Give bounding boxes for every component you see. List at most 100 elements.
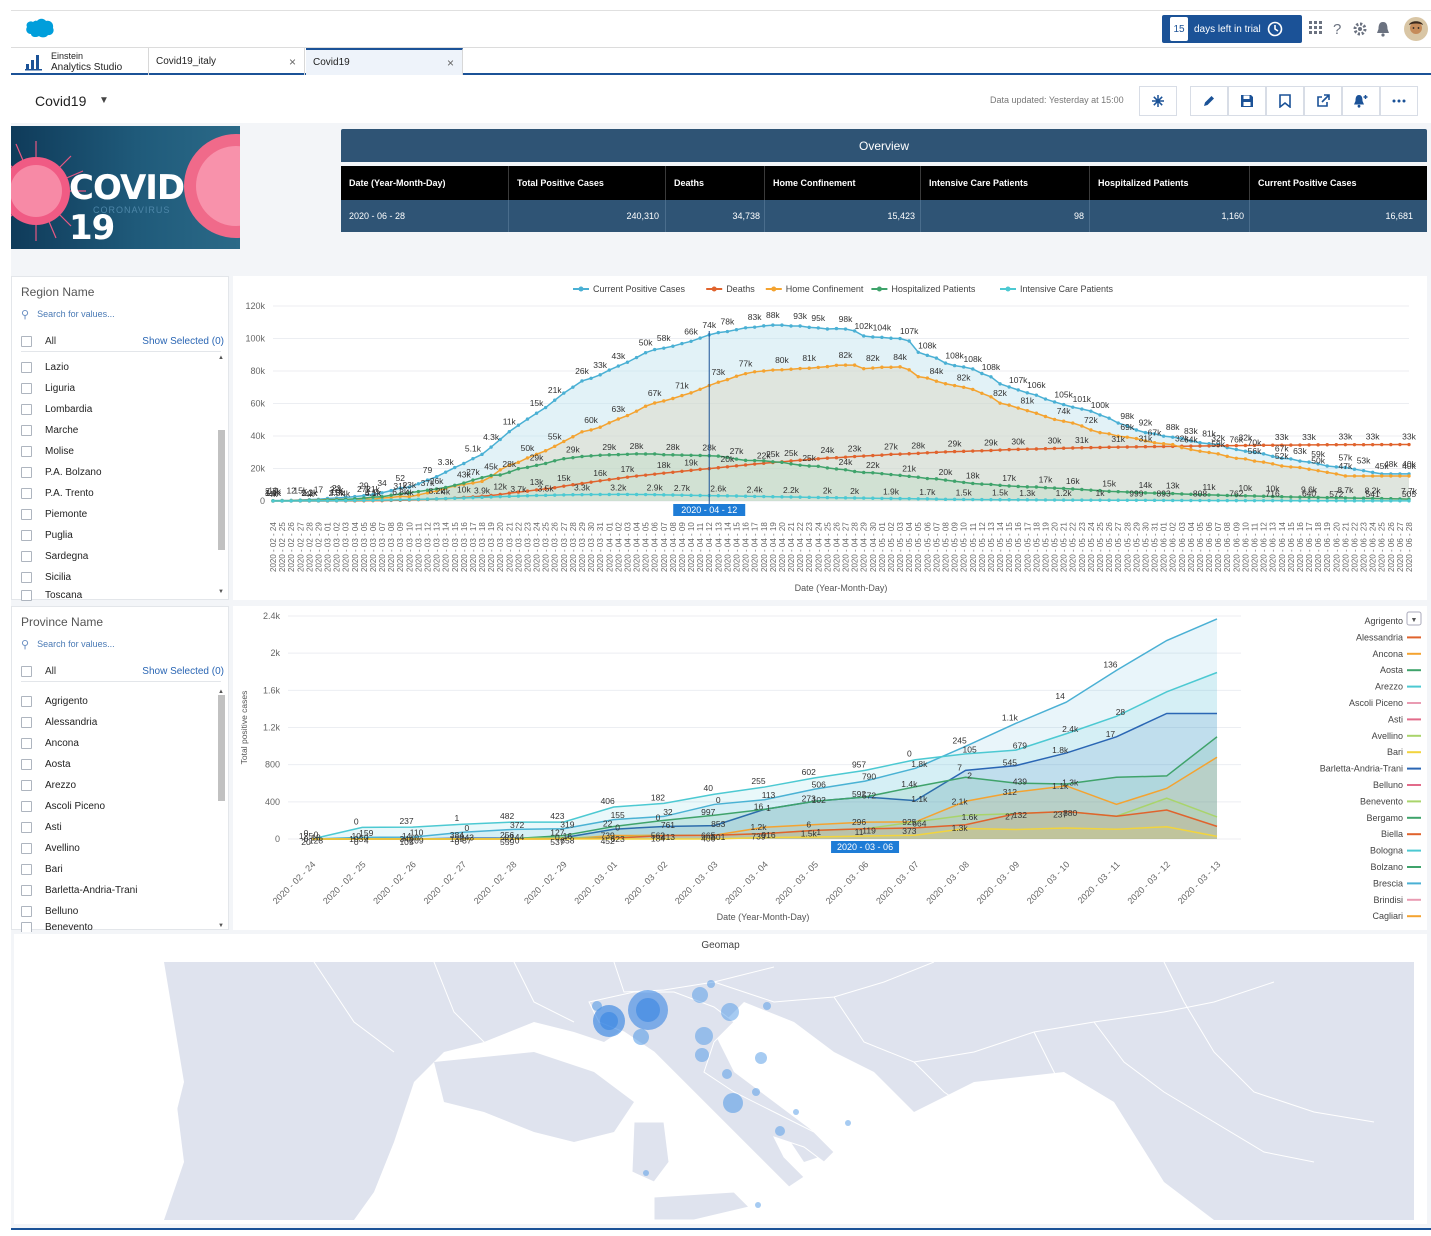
list-item[interactable]: Toscana (21, 588, 216, 602)
checkbox[interactable] (21, 404, 32, 415)
scroll-down-arrow[interactable]: ▼ (218, 923, 224, 929)
checkbox[interactable] (21, 822, 32, 833)
list-item[interactable]: Marche (21, 420, 216, 441)
share-button[interactable] (1304, 86, 1342, 116)
checkbox[interactable] (21, 843, 32, 854)
list-item[interactable]: Ancona (21, 733, 216, 754)
bell-icon[interactable] (1376, 21, 1390, 37)
bookmark-button[interactable] (1266, 86, 1304, 116)
checkbox[interactable] (21, 467, 32, 478)
gear-icon[interactable] (1352, 21, 1368, 37)
list-item[interactable]: Sicilia (21, 567, 216, 588)
checkbox[interactable] (21, 509, 32, 520)
checkbox[interactable] (21, 717, 32, 728)
checkbox[interactable] (21, 572, 32, 583)
list-item[interactable]: Liguria (21, 378, 216, 399)
scroll-down-arrow[interactable]: ▼ (218, 589, 224, 595)
list-item[interactable]: Asti (21, 817, 216, 838)
scroll-thumb[interactable] (218, 695, 225, 801)
list-item[interactable]: Molise (21, 441, 216, 462)
checkbox[interactable] (21, 530, 32, 541)
list-item[interactable]: Lombardia (21, 399, 216, 420)
checkbox[interactable] (21, 759, 32, 770)
show-selected-link[interactable]: Show Selected (0) (142, 335, 224, 347)
list-item[interactable]: Piemonte (21, 504, 216, 525)
cell-total-positive: 240,310 (509, 200, 666, 232)
list-item[interactable]: Aosta (21, 754, 216, 775)
scroll-up-arrow[interactable]: ▲ (218, 355, 224, 361)
scroll-up-arrow[interactable]: ▲ (218, 689, 224, 695)
list-item[interactable]: Puglia (21, 525, 216, 546)
list-item[interactable]: Lazio (21, 357, 216, 378)
search-input[interactable]: ⚲ Search for values... (21, 305, 221, 323)
close-icon[interactable]: × (288, 54, 296, 69)
list-item[interactable]: P.A. Bolzano (21, 462, 216, 483)
data-label: 0 (656, 812, 661, 822)
avatar[interactable] (1404, 17, 1428, 41)
checkbox[interactable] (21, 780, 32, 791)
list-item[interactable]: Belluno (21, 901, 216, 922)
list-item[interactable]: Barletta-Andria-Trani (21, 880, 216, 901)
checkbox[interactable] (21, 665, 32, 677)
list-item[interactable]: Sardegna (21, 546, 216, 567)
data-point (525, 465, 530, 470)
select-all-row[interactable]: All Show Selected (0) (21, 663, 224, 679)
data-point (462, 481, 466, 485)
select-all-row[interactable]: All Show Selected (0) (21, 333, 224, 349)
list-item[interactable]: Arezzo (21, 775, 216, 796)
list-item[interactable]: Ascoli Piceno (21, 796, 216, 817)
app-launcher-icon[interactable] (1309, 21, 1323, 35)
scrollbar[interactable]: ▲ ▼ (217, 355, 226, 599)
list-item[interactable]: Benevento (21, 922, 216, 932)
checkbox[interactable] (21, 425, 32, 436)
chevron-down-icon[interactable]: ▼ (99, 95, 109, 106)
close-icon[interactable]: × (446, 55, 454, 70)
x-tick-label: 2020 - 03 - 05 (360, 522, 369, 572)
checkbox[interactable] (21, 488, 32, 499)
checkbox[interactable] (21, 922, 32, 932)
trial-badge[interactable]: 15 days left in trial (1162, 15, 1302, 43)
checkbox[interactable] (21, 589, 32, 601)
checkbox[interactable] (21, 446, 32, 457)
checkbox[interactable] (21, 801, 32, 812)
checkbox[interactable] (21, 864, 32, 875)
tab-covid19-italy[interactable]: Covid19_italy × (150, 48, 305, 75)
list-item[interactable]: Alessandria (21, 712, 216, 733)
checkbox[interactable] (21, 551, 32, 562)
x-tick-label: 2020 - 04 - 01 (605, 522, 614, 572)
scrollbar[interactable]: ▲ ▼ (217, 689, 226, 933)
checkbox[interactable] (21, 362, 32, 373)
data-label: 762 (1229, 489, 1243, 499)
list-item[interactable]: Avellino (21, 838, 216, 859)
checkbox[interactable] (21, 383, 32, 394)
tab-covid19[interactable]: Covid19 × (306, 48, 463, 75)
data-point (507, 470, 511, 474)
checkbox[interactable] (21, 696, 32, 707)
checkbox[interactable] (21, 738, 32, 749)
scroll-thumb[interactable] (218, 430, 225, 550)
help-icon[interactable]: ? (1331, 21, 1345, 37)
legend-label: Bolzano (1370, 862, 1403, 872)
data-point (480, 475, 484, 480)
checkbox[interactable] (21, 335, 32, 347)
edit-button[interactable] (1190, 86, 1228, 116)
list-item[interactable]: P.A. Trento (21, 483, 216, 504)
show-selected-link[interactable]: Show Selected (0) (142, 665, 224, 677)
x-tick-label: 2020 - 03 - 15 (451, 522, 460, 572)
refresh-button[interactable] (1139, 86, 1177, 116)
checkbox[interactable] (21, 885, 32, 896)
save-button[interactable] (1228, 86, 1266, 116)
search-input[interactable]: ⚲ Search for values... (21, 635, 221, 653)
salesforce-logo[interactable] (25, 18, 55, 38)
list-item[interactable]: Bari (21, 859, 216, 880)
more-actions-button[interactable] (1380, 86, 1418, 116)
data-point (1089, 409, 1093, 413)
checkbox[interactable] (21, 906, 32, 917)
italy-map[interactable] (14, 962, 1427, 1220)
subscribe-button[interactable] (1342, 86, 1380, 116)
app-home-tab[interactable]: Einstein Analytics Studio (11, 48, 149, 75)
line-chart-national[interactable]: 0 20k 40k 60k 80k 100k 120k Current Positive Ca… (233, 276, 1427, 600)
data-point (607, 453, 611, 457)
list-item[interactable]: Agrigento (21, 691, 216, 712)
